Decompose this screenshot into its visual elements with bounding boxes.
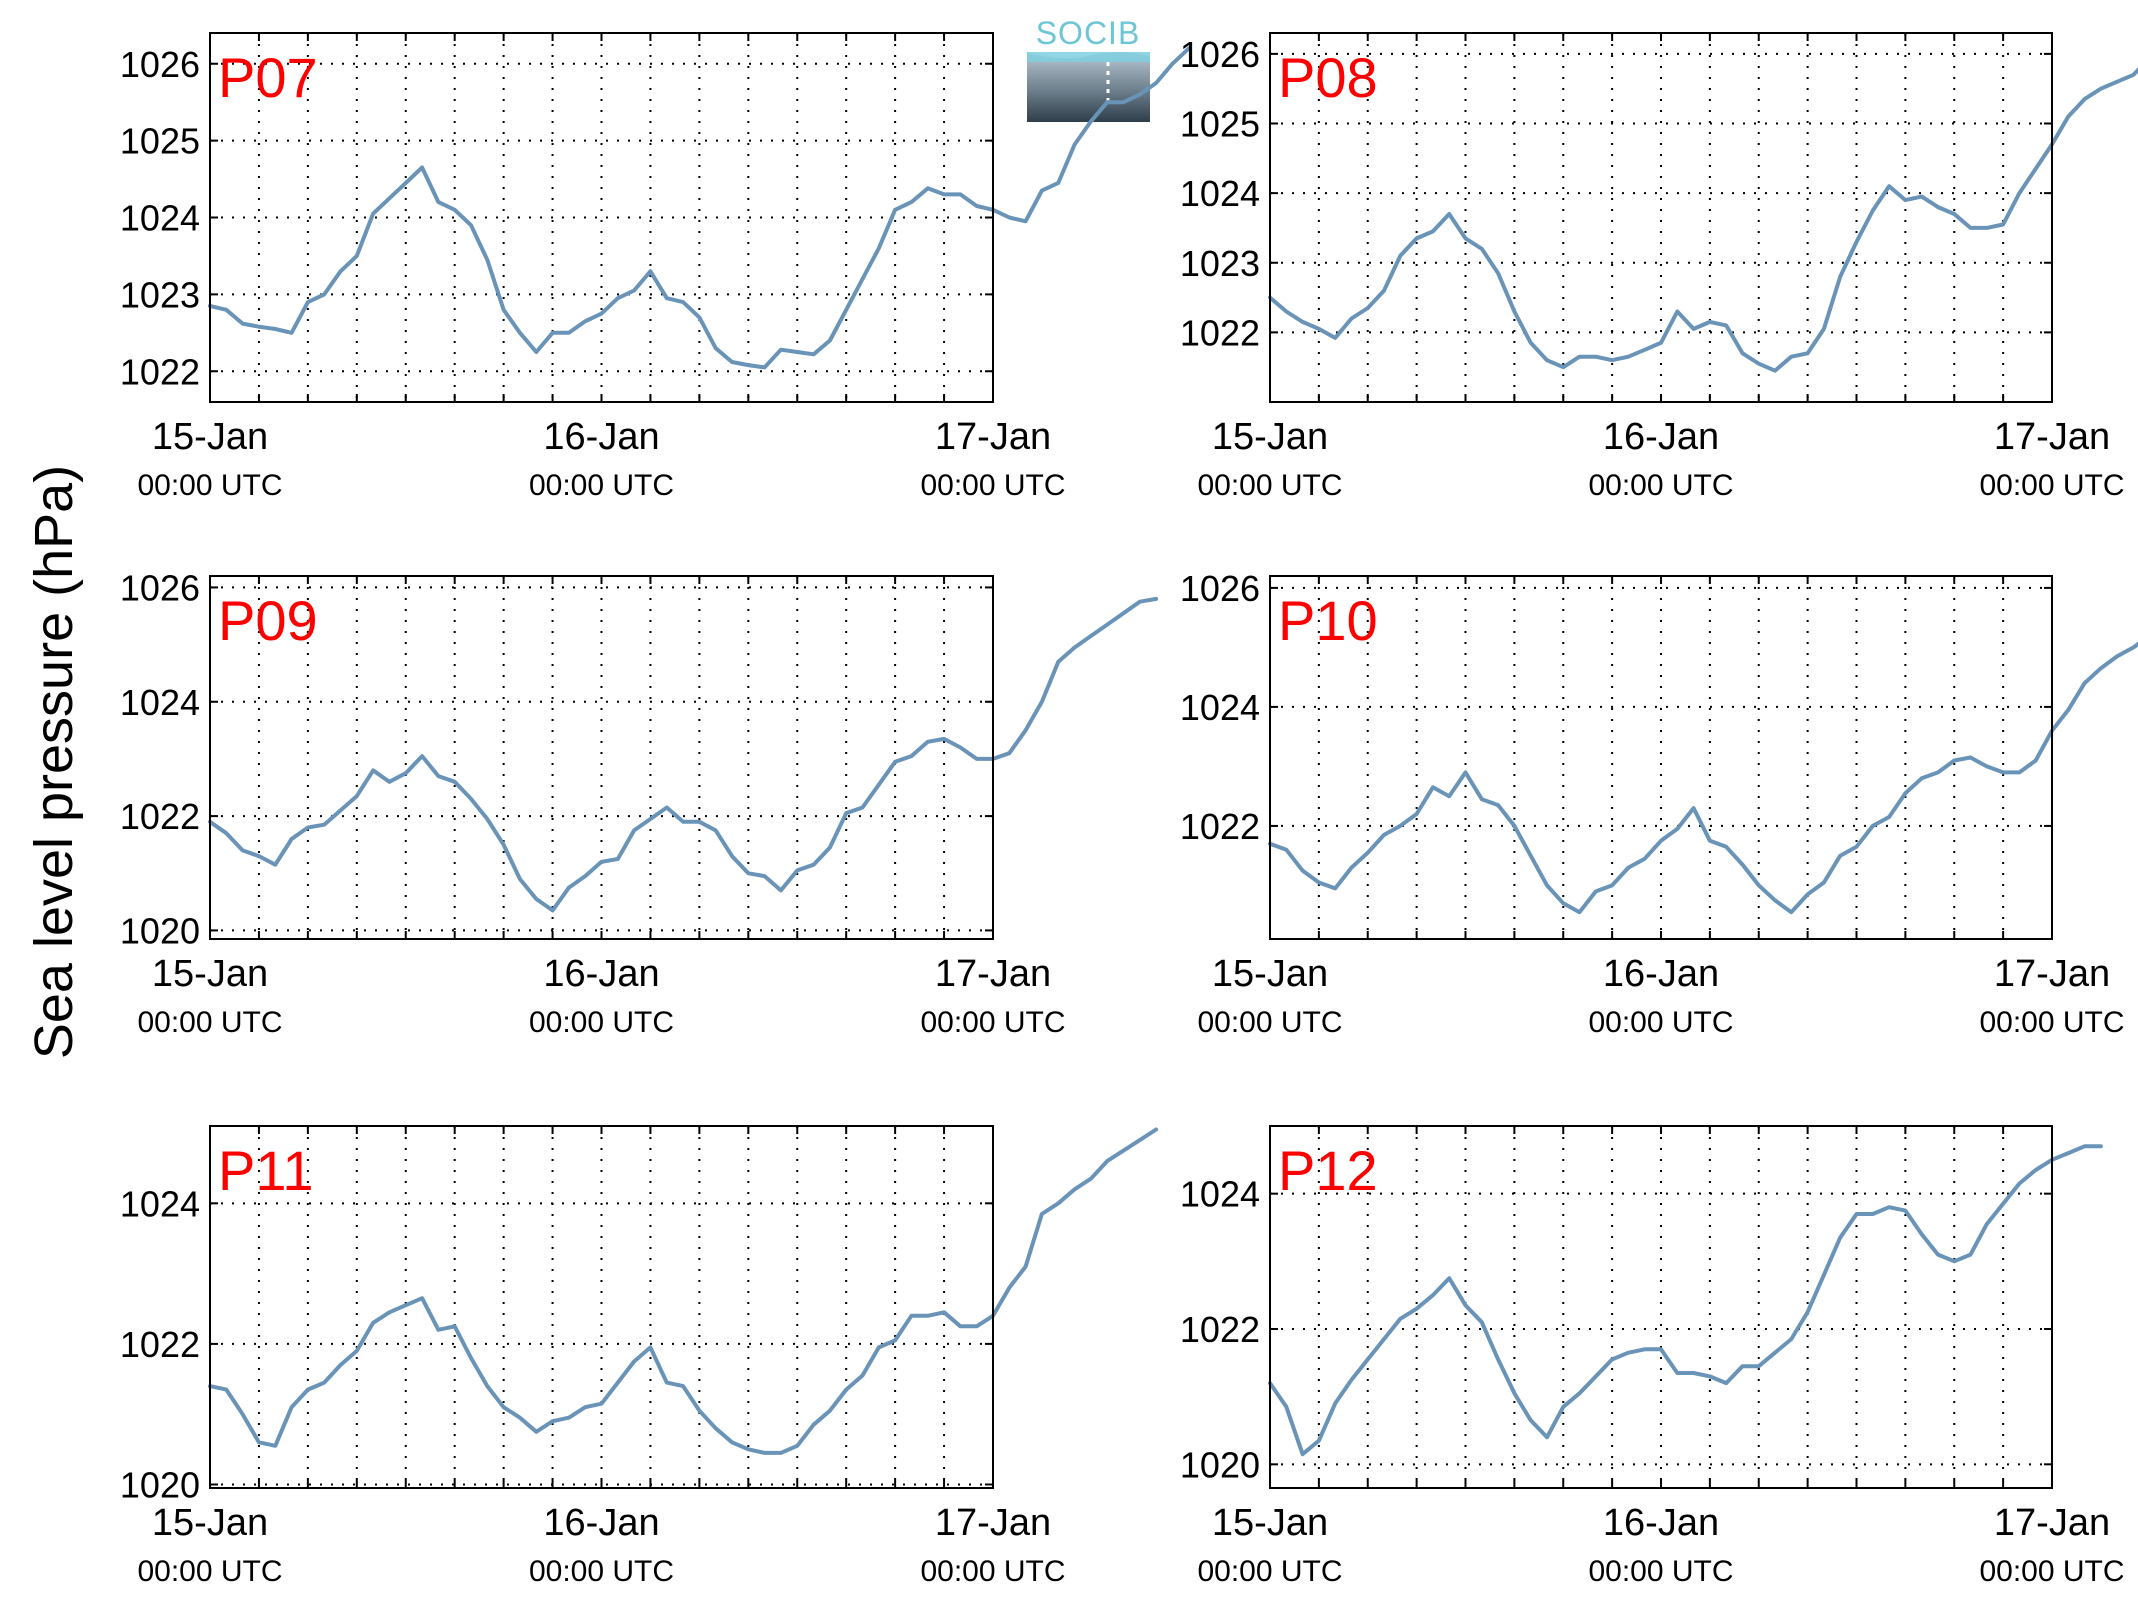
x-tick-time: 00:00 UTC <box>137 469 282 502</box>
y-tick-label: 1026 <box>120 567 200 608</box>
series-line-p09 <box>208 596 1159 913</box>
series-line-p10 <box>1268 641 2138 915</box>
y-tick-label: 1024 <box>1180 173 1260 214</box>
x-tick-time: 00:00 UTC <box>137 1006 282 1039</box>
axes-frame <box>1269 32 2053 403</box>
x-tick-time: 00:00 UTC <box>529 469 674 502</box>
x-tick-time: 00:00 UTC <box>529 1006 674 1039</box>
series-line-p08 <box>1268 67 2138 373</box>
y-tick-label: 1022 <box>1180 1309 1260 1350</box>
x-tick-date: 17-Jan <box>935 953 1051 995</box>
y-tick-label: 1022 <box>120 1324 200 1365</box>
x-tick-time: 00:00 UTC <box>1197 1006 1342 1039</box>
panel-p08: 1022 1023 1024 1025 1026 P08 15-Jan 00:00 UTC 16… <box>1180 32 2138 502</box>
x-tick-date: 15-Jan <box>1212 953 1328 995</box>
socib-logo: SOCIB <box>1027 15 1150 122</box>
x-tick-date: 15-Jan <box>152 416 268 458</box>
y-tick-label: 1023 <box>1180 243 1260 284</box>
panel-p09: 1020 1022 1024 1026 P09 15-Jan 00:00 UTC 16-Jan… <box>120 567 1159 1039</box>
series-line-p11 <box>208 1127 1159 1455</box>
panel-label-p09: P09 <box>218 589 318 652</box>
panel-label-p08: P08 <box>1278 46 1378 109</box>
panel-p11: 1020 1022 1024 P11 15-Jan 00:00 UTC 16-Jan 00:0… <box>120 1125 1159 1588</box>
panels-group: 1022 1023 1024 1025 1026 P07 15-Jan 00:00 UTC 16… <box>120 32 2138 1588</box>
axes-frame <box>1269 1125 2053 1489</box>
x-tick-date: 17-Jan <box>1994 416 2110 458</box>
y-tick-label: 1022 <box>1180 806 1260 847</box>
axes-frame <box>209 1125 994 1489</box>
panel-label-p11: P11 <box>218 1139 313 1202</box>
x-tick-time: 00:00 UTC <box>1197 1555 1342 1588</box>
x-tick-date: 16-Jan <box>543 1502 659 1544</box>
y-axis-label: Sea level pressure (hPa) <box>24 465 84 1059</box>
y-tick-label: 1024 <box>120 198 200 239</box>
panel-p10: 1022 1024 1026 P10 15-Jan 00:00 UTC 16-Jan 00:0… <box>1180 568 2138 1039</box>
axes-frame <box>209 575 994 940</box>
socib-logo-text: SOCIB <box>1036 15 1141 51</box>
x-tick-time: 00:00 UTC <box>1588 1006 1733 1039</box>
y-tick-label: 1026 <box>1180 568 1260 609</box>
x-tick-date: 16-Jan <box>1603 953 1719 995</box>
x-tick-time: 00:00 UTC <box>1979 1555 2124 1588</box>
x-tick-time: 00:00 UTC <box>1588 469 1733 502</box>
x-tick-time: 00:00 UTC <box>920 469 1065 502</box>
axes-frame <box>1269 575 2053 940</box>
x-tick-date: 16-Jan <box>1603 1502 1719 1544</box>
x-tick-time: 00:00 UTC <box>1979 469 2124 502</box>
y-tick-label: 1024 <box>120 1183 200 1224</box>
y-tick-label: 1026 <box>120 44 200 85</box>
x-tick-time: 00:00 UTC <box>1197 469 1342 502</box>
x-tick-time: 00:00 UTC <box>920 1006 1065 1039</box>
x-tick-date: 15-Jan <box>1212 416 1328 458</box>
y-tick-label: 1025 <box>1180 104 1260 145</box>
y-tick-label: 1024 <box>120 682 200 723</box>
y-tick-label: 1024 <box>1180 1174 1260 1215</box>
x-tick-date: 15-Jan <box>152 953 268 995</box>
y-tick-label: 1020 <box>1180 1444 1260 1485</box>
x-tick-time: 00:00 UTC <box>1588 1555 1733 1588</box>
series-line-p12 <box>1268 1144 2103 1457</box>
series-line-p07 <box>208 46 1191 370</box>
panel-label-p07: P07 <box>218 46 318 109</box>
axes-frame <box>209 32 994 403</box>
y-tick-label: 1022 <box>120 351 200 392</box>
panel-p12: 1020 1022 1024 P12 15-Jan 00:00 UTC 16-Jan 00:0… <box>1180 1125 2125 1588</box>
x-tick-date: 16-Jan <box>1603 416 1719 458</box>
x-tick-date: 15-Jan <box>152 1502 268 1544</box>
x-tick-time: 00:00 UTC <box>529 1555 674 1588</box>
x-tick-date: 17-Jan <box>935 1502 1051 1544</box>
y-tick-label: 1020 <box>120 910 200 951</box>
x-tick-date: 17-Jan <box>1994 1502 2110 1544</box>
x-tick-date: 15-Jan <box>1212 1502 1328 1544</box>
y-tick-label: 1023 <box>120 274 200 315</box>
y-tick-label: 1022 <box>1180 312 1260 353</box>
y-tick-label: 1026 <box>1180 34 1260 75</box>
y-tick-label: 1022 <box>120 796 200 837</box>
x-tick-time: 00:00 UTC <box>1979 1006 2124 1039</box>
panel-label-p10: P10 <box>1278 589 1378 652</box>
panel-label-p12: P12 <box>1278 1139 1378 1202</box>
y-tick-label: 1024 <box>1180 687 1260 728</box>
x-tick-time: 00:00 UTC <box>137 1555 282 1588</box>
y-tick-label: 1020 <box>120 1464 200 1505</box>
x-tick-date: 16-Jan <box>543 416 659 458</box>
panel-p07: 1022 1023 1024 1025 1026 P07 15-Jan 00:00 UTC 16… <box>120 32 1191 502</box>
x-tick-date: 16-Jan <box>543 953 659 995</box>
x-tick-time: 00:00 UTC <box>920 1555 1065 1588</box>
x-tick-date: 17-Jan <box>935 416 1051 458</box>
y-tick-label: 1025 <box>120 121 200 162</box>
x-tick-date: 17-Jan <box>1994 953 2110 995</box>
